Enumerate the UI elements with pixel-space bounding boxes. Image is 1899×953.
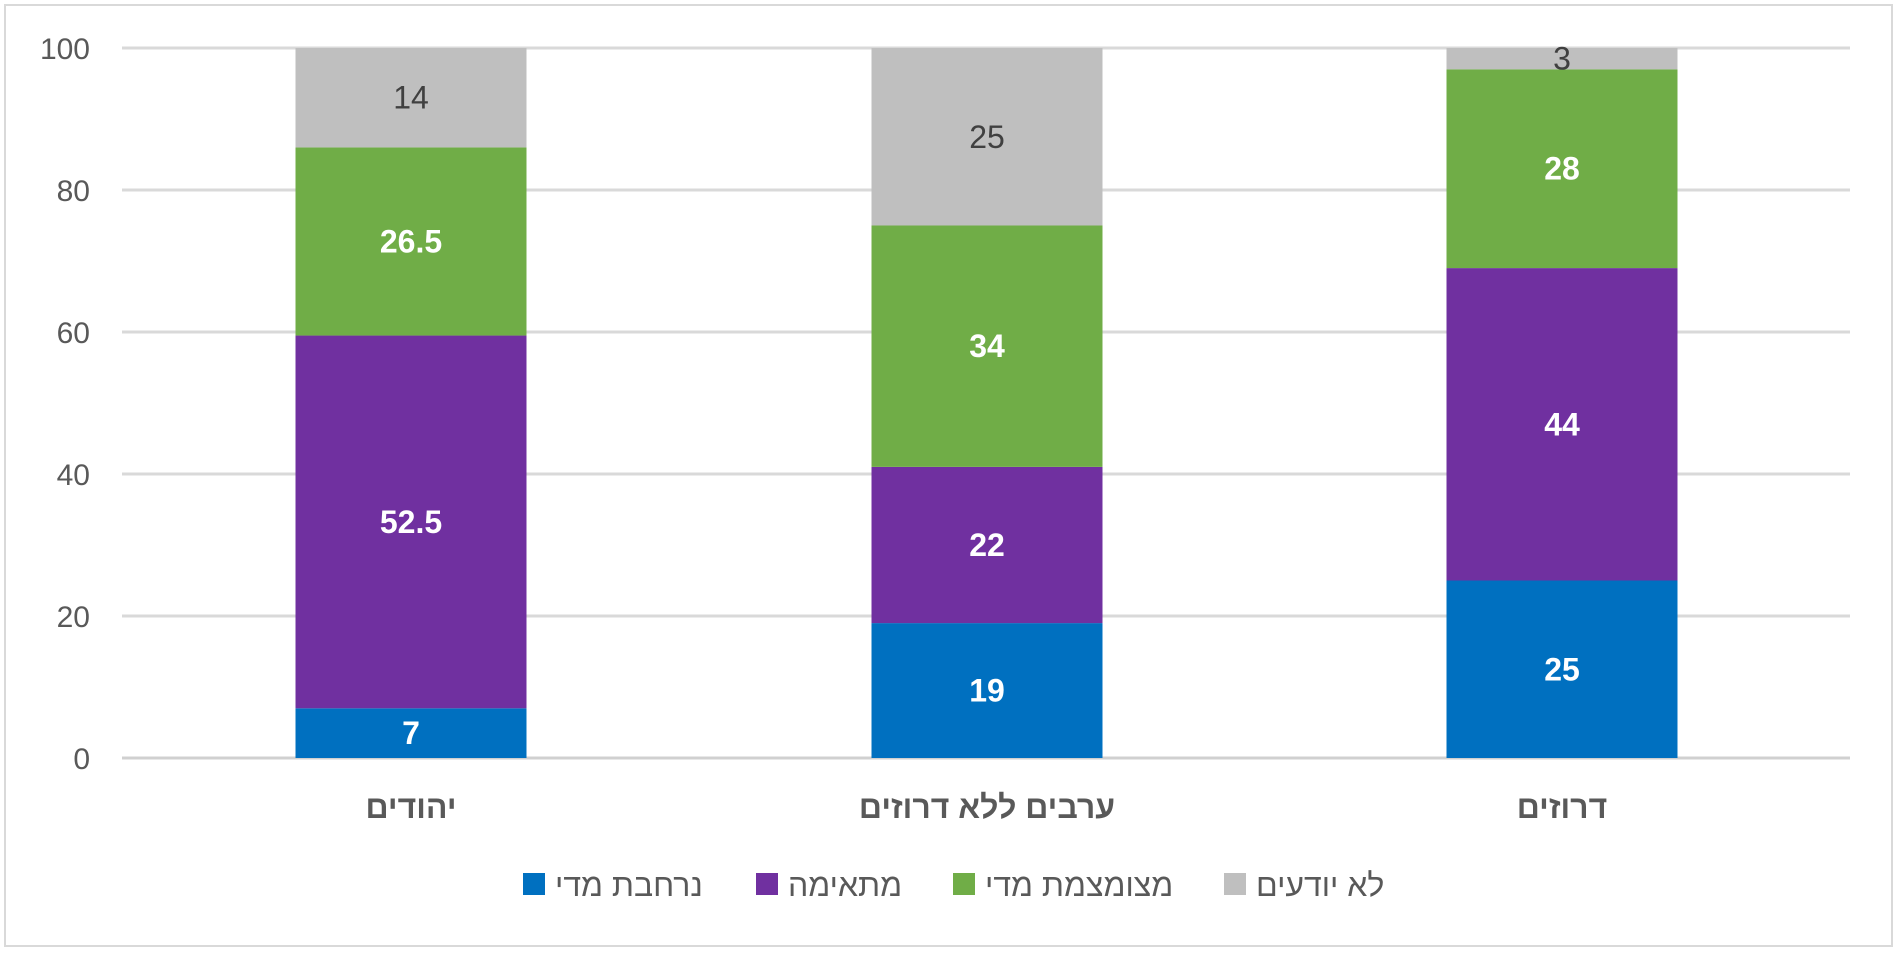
bar-segment — [295, 335, 527, 709]
legend-swatch — [756, 873, 778, 895]
legend-label: מתאימה — [788, 867, 902, 903]
bar-segment — [871, 623, 1103, 758]
legend-label: מצומצמת מדי — [985, 867, 1173, 903]
data-label: 19 — [969, 673, 1005, 709]
bar-segment — [1446, 69, 1678, 269]
bar-segment — [295, 147, 527, 336]
bar-segment — [871, 48, 1103, 226]
bar-segment — [1446, 48, 1678, 70]
legend-label: נרחבת מדי — [555, 867, 703, 903]
category-label: יהודים — [366, 789, 457, 825]
legend-label: לא יודעים — [1256, 867, 1384, 903]
y-tick-label: 40 — [57, 459, 90, 492]
y-tick-label: 80 — [57, 175, 90, 208]
legend-swatch — [953, 873, 975, 895]
data-label: 25 — [969, 119, 1005, 155]
y-tick-label: 0 — [73, 743, 90, 776]
data-label: 22 — [969, 527, 1005, 563]
legend-swatch — [1224, 873, 1246, 895]
data-label: 44 — [1544, 406, 1580, 442]
legend-swatch — [523, 873, 545, 895]
data-label: 14 — [393, 80, 429, 116]
bar-segment — [295, 708, 527, 758]
data-label: 28 — [1544, 151, 1580, 187]
data-label: 34 — [969, 328, 1005, 364]
data-label: 3 — [1553, 41, 1571, 77]
category-label: דרוזים — [1517, 789, 1607, 825]
bar-segment — [1446, 580, 1678, 758]
data-label: 52.5 — [380, 504, 442, 540]
bar-segment — [871, 466, 1103, 624]
y-tick-label: 20 — [57, 601, 90, 634]
bar-segment — [295, 48, 527, 148]
y-tick-label: 60 — [57, 317, 90, 350]
bar-segment — [1446, 268, 1678, 581]
data-label: 25 — [1544, 651, 1580, 687]
data-label: 7 — [402, 715, 420, 751]
y-tick-label: 100 — [40, 33, 90, 66]
data-label: 26.5 — [380, 223, 442, 259]
category-label: ערבים ללא דרוזים — [859, 789, 1115, 825]
bar-segment — [871, 225, 1103, 467]
